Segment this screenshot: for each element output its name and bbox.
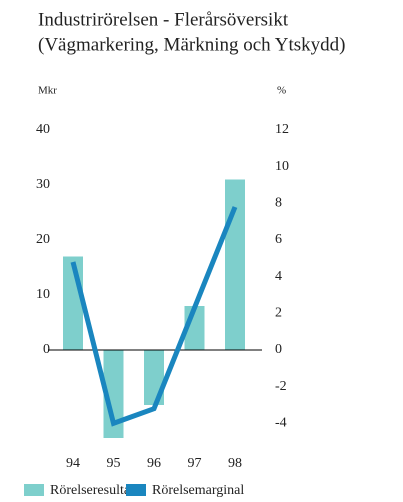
y2-tick-label: 2 — [275, 306, 282, 321]
y2-tick-label: 4 — [275, 269, 282, 284]
legend-label: Rörelsemarginal — [152, 483, 244, 498]
y2-axis-label: % — [277, 85, 286, 97]
y2-tick-label: 6 — [275, 232, 282, 247]
x-tick-label: 98 — [228, 456, 242, 471]
y2-tick-label: 0 — [275, 342, 282, 357]
y-tick-label: 30 — [36, 177, 50, 192]
y-axis-label: Mkr — [38, 85, 57, 97]
bar — [225, 179, 245, 350]
line — [70, 206, 238, 427]
legend-swatch — [24, 484, 44, 496]
legend-swatch — [126, 484, 146, 496]
legend-label: Rörelseresultat — [50, 483, 134, 498]
y-tick-label: 20 — [36, 232, 50, 247]
y2-tick-label: 8 — [275, 196, 282, 211]
bar — [103, 350, 124, 438]
x-tick-label: 97 — [188, 456, 202, 471]
y-tick-label: 40 — [36, 122, 50, 137]
chart-subtitle: (Vägmarkering, Märkning och Ytskydd) — [38, 34, 345, 55]
y2-tick-label: 12 — [275, 122, 289, 137]
y-tick-label: 10 — [36, 287, 50, 302]
y2-tick-label: 10 — [275, 159, 289, 174]
y2-tick-label: -2 — [275, 379, 287, 394]
x-tick-label: 96 — [147, 456, 161, 471]
x-tick-label: 95 — [107, 456, 121, 471]
y-tick-label: 0 — [43, 342, 50, 357]
chart-title: Industrirörelsen - Flerårsöversikt — [38, 9, 289, 30]
x-tick-label: 94 — [66, 456, 80, 471]
y2-tick-label: -4 — [275, 416, 287, 431]
